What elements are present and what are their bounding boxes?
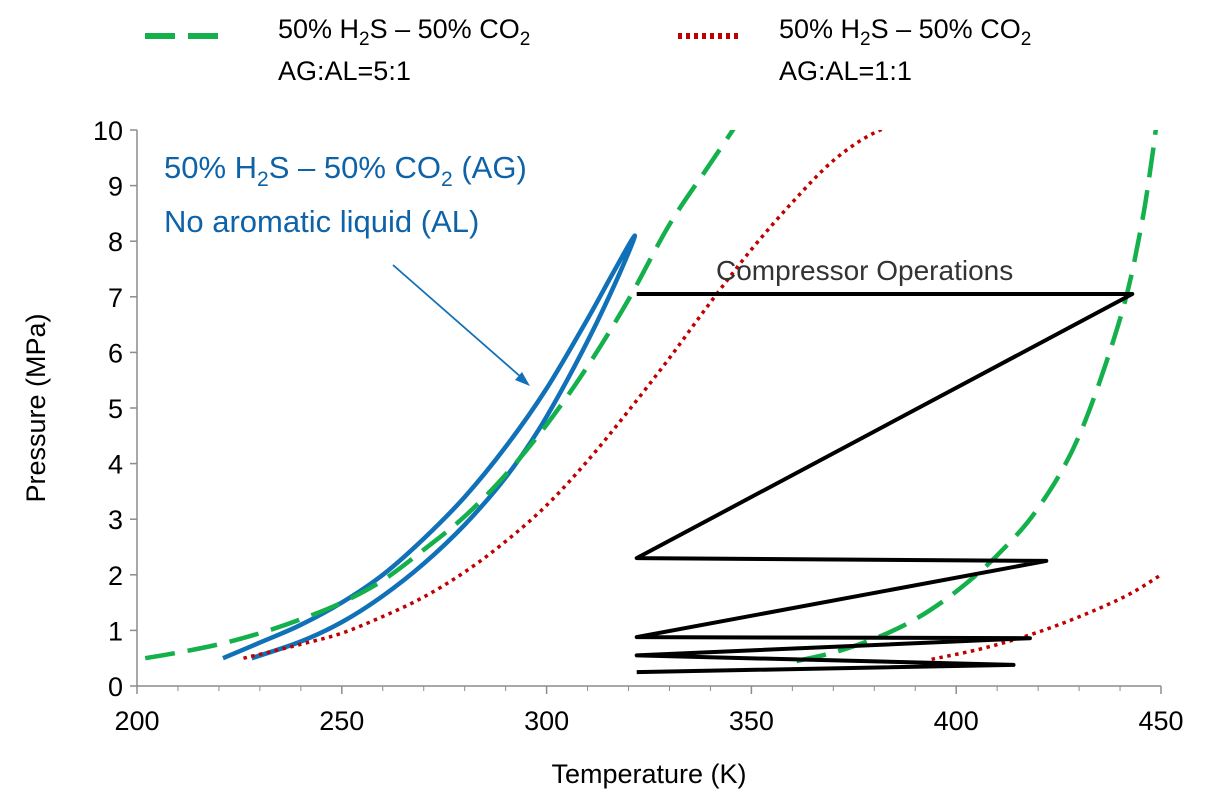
y-tick-label: 1 [108,616,123,646]
tick-labels: 0 1 2 3 4 5 6 7 8 9 10 200 250 300 350 400 450 [93,116,1184,736]
series-line-no-al [222,233,637,661]
y-tick-label: 8 [108,227,123,257]
annotation-no-al-line1: 50% H2S – 50% CO2 (AG) [164,150,527,191]
x-tick-label: 200 [114,706,159,736]
legend-label-ag-al-1-1-line2: AG:AL=1:1 [779,56,912,86]
x-axis-title: Temperature (K) [551,759,746,789]
legend: 50% H2S – 50% CO2 AG:AL=5:1 50% H2S – 50… [145,14,1031,86]
x-tick-label: 300 [524,706,569,736]
legend-label-ag-al-5-1-line1: 50% H2S – 50% CO2 [278,14,530,50]
x-tick-label: 250 [319,706,364,736]
annotation-compressor-operations: Compressor Operations [716,255,1013,286]
series-line-ag-al-5-1-low [144,130,736,661]
x-tick-label: 400 [934,706,979,736]
y-tick-label: 6 [108,338,123,368]
axis-ticks [130,129,1162,694]
y-tick-label: 9 [108,172,123,202]
series-layer [144,130,1161,675]
annotation-no-al-line2: No aromatic liquid (AL) [164,204,479,239]
y-tick-label: 4 [108,450,123,480]
y-tick-label: 10 [93,116,123,146]
legend-label-ag-al-1-1-line1: 50% H2S – 50% CO2 [779,14,1031,50]
x-tick-label: 450 [1138,706,1183,736]
series-line-ag-al-5-1-high [795,130,1159,664]
series-line-ag-al-1-1-low [243,130,885,660]
y-tick-label: 3 [108,505,123,535]
y-tick-label: 5 [108,394,123,424]
series-line-ag-al-1-1-high [931,573,1161,662]
x-tick-label: 350 [729,706,774,736]
annotation-arrow [392,264,530,386]
y-tick-label: 2 [108,561,123,591]
y-tick-label: 0 [108,672,123,702]
legend-label-ag-al-5-1-line2: AG:AL=5:1 [278,56,411,86]
y-tick-label: 7 [108,283,123,313]
series-line-compressor [634,292,1135,675]
y-axis-title: Pressure (MPa) [21,313,51,502]
